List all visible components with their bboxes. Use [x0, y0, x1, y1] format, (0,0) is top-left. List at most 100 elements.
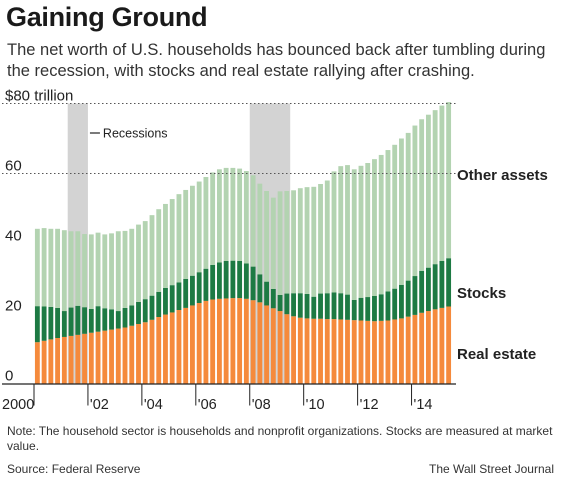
bar-other-assets-39: [297, 188, 303, 294]
x-tick-label-4: '08: [252, 397, 271, 413]
bar-real-estate-10: [102, 330, 108, 384]
y-tick-label-80: $80 trillion: [5, 88, 73, 105]
bar-real-estate-49: [365, 320, 371, 384]
bar-other-assets-46: [345, 165, 350, 295]
y-tick-label-0: 0: [5, 368, 13, 385]
bar-real-estate-5: [68, 335, 74, 384]
bar-other-assets-20: [169, 199, 175, 286]
bar-real-estate-43: [324, 319, 330, 384]
bar-other-assets-45: [338, 166, 344, 294]
series-label-real-estate: Real estate: [457, 346, 536, 363]
bar-other-assets-17: [149, 215, 155, 296]
bar-stocks-55: [405, 280, 411, 317]
bar-stocks-8: [88, 308, 94, 333]
bar-stocks-43: [324, 293, 330, 320]
bar-other-assets-9: [95, 232, 101, 307]
bar-stocks-24: [196, 272, 202, 303]
bar-real-estate-17: [149, 319, 155, 384]
bar-other-assets-5: [68, 231, 74, 308]
bar-real-estate-11: [109, 329, 114, 384]
x-tick-label-7: '14: [414, 397, 433, 413]
bar-real-estate-50: [372, 321, 377, 384]
bar-other-assets-33: [257, 183, 263, 275]
page-title: Gaining Ground: [6, 2, 208, 32]
bar-other-assets-14: [129, 228, 135, 306]
bar-stocks-46: [345, 294, 350, 320]
x-tick-label-2: '04: [144, 397, 163, 413]
bar-other-assets-42: [318, 184, 323, 294]
y-tick-label-40: 40: [5, 228, 22, 245]
series-label-stocks: Stocks: [457, 285, 506, 302]
bar-real-estate-55: [405, 316, 411, 384]
bar-other-assets-28: [223, 167, 229, 261]
bar-other-assets-61: [446, 102, 452, 259]
y-tick-label-60: 60: [5, 158, 22, 175]
bars: [34, 102, 452, 384]
bar-real-estate-46: [345, 319, 350, 384]
bar-stocks-52: [385, 291, 391, 321]
bar-real-estate-52: [385, 320, 391, 384]
bar-stocks-27: [216, 262, 222, 299]
bar-other-assets-1: [41, 228, 47, 307]
bar-stocks-5: [68, 307, 74, 336]
bar-other-assets-48: [358, 165, 364, 298]
y-tick-label-20: 20: [5, 298, 22, 315]
bar-other-assets-38: [291, 190, 296, 294]
bar-other-assets-60: [439, 105, 445, 261]
bar-stocks-0: [34, 306, 40, 343]
bar-real-estate-57: [419, 312, 425, 384]
chart-note: Note: The household sector is households…: [7, 424, 553, 453]
bar-stocks-19: [163, 287, 168, 315]
bar-real-estate-41: [311, 318, 317, 384]
bar-other-assets-24: [196, 181, 202, 273]
bar-other-assets-34: [264, 191, 270, 282]
bar-real-estate-27: [216, 298, 222, 384]
bar-stocks-16: [142, 299, 148, 323]
series-label-other-assets: Other assets: [457, 167, 548, 184]
bar-real-estate-47: [351, 320, 357, 384]
bar-other-assets-43: [324, 180, 330, 294]
bar-other-assets-0: [34, 228, 40, 307]
bar-other-assets-7: [82, 234, 87, 308]
bar-other-assets-56: [412, 125, 418, 277]
bar-other-assets-4: [61, 230, 67, 312]
bar-stocks-36: [277, 294, 283, 312]
bar-other-assets-11: [109, 233, 114, 310]
bar-stocks-58: [425, 267, 431, 312]
x-tick-label-0: 2000: [2, 397, 34, 413]
bar-stocks-41: [311, 296, 317, 319]
bar-stocks-25: [203, 268, 209, 301]
bar-real-estate-30: [237, 298, 243, 384]
bar-stocks-17: [149, 295, 155, 320]
bar-stocks-56: [412, 276, 418, 315]
bar-stocks-57: [419, 270, 425, 313]
bar-stocks-32: [250, 266, 256, 301]
bar-stocks-40: [304, 293, 310, 319]
bar-stocks-7: [82, 307, 87, 334]
bar-stocks-23: [190, 275, 195, 306]
bar-other-assets-44: [331, 171, 337, 293]
recessions-legend-label: Recessions: [103, 127, 168, 141]
bar-other-assets-22: [183, 189, 189, 279]
bar-real-estate-29: [230, 298, 236, 384]
bar-stocks-38: [291, 293, 296, 317]
credit-line: The Wall Street Journal: [429, 462, 554, 476]
bar-other-assets-25: [203, 177, 209, 269]
x-tick-label-6: '12: [360, 397, 379, 413]
bar-real-estate-48: [358, 320, 364, 384]
bar-other-assets-41: [311, 186, 317, 297]
bar-stocks-3: [55, 307, 61, 338]
bar-stocks-15: [136, 301, 141, 324]
bar-other-assets-36: [277, 191, 283, 295]
bar-stocks-30: [237, 261, 243, 299]
bar-stocks-31: [243, 263, 249, 299]
bar-other-assets-57: [419, 119, 425, 271]
x-tick-label-3: '06: [198, 397, 217, 413]
bar-stocks-9: [95, 306, 101, 332]
bar-other-assets-19: [163, 203, 168, 288]
bar-stocks-33: [257, 274, 263, 303]
bar-other-assets-49: [365, 163, 371, 298]
bar-stocks-6: [75, 305, 81, 335]
bar-stocks-39: [297, 293, 303, 318]
source-line: Source: Federal Reserve: [7, 462, 141, 476]
